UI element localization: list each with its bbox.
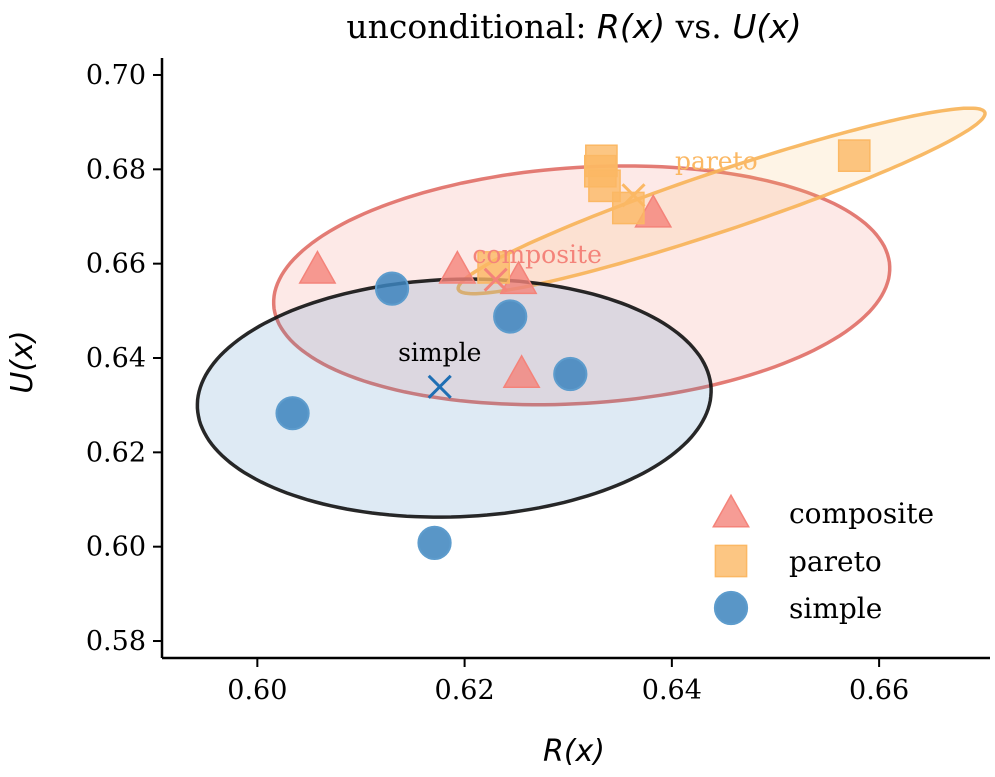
- point-simple: [553, 356, 588, 392]
- y-tick-label: 0.68: [86, 154, 146, 185]
- ellipse-simple: [195, 277, 713, 519]
- legend-label-composite: composite: [789, 497, 934, 530]
- points-layer: [275, 139, 871, 561]
- point-composite: [298, 250, 337, 284]
- point-simple: [275, 396, 310, 431]
- y-tick-label: 0.60: [86, 532, 146, 563]
- legend-label-pareto: pareto: [789, 545, 882, 578]
- ellipse-labels-layer: composite pareto simple: [398, 146, 758, 367]
- ellipse-label-simple: simple: [398, 338, 481, 367]
- axes: 0.60 0.62 0.64 0.66 0.58 0.60 0.62 0.64 0.66 0.68…: [86, 58, 990, 706]
- legend: composite pareto simple: [712, 493, 934, 626]
- y-tick-label: 0.64: [86, 343, 146, 374]
- legend-marker-pareto: [714, 544, 748, 578]
- point-pareto: [837, 139, 871, 172]
- point-simple: [374, 271, 410, 306]
- y-tick-label: 0.66: [86, 249, 146, 280]
- mean-marker-composite: [483, 267, 508, 292]
- ellipse-label-composite: composite: [472, 240, 601, 269]
- point-pareto: [611, 191, 645, 225]
- y-tick-label: 0.58: [86, 626, 146, 657]
- mean-marker-pareto: [621, 183, 646, 208]
- x-tick-label: 0.60: [227, 675, 287, 706]
- y-tick-label: 0.70: [86, 60, 146, 91]
- point-simple: [417, 525, 452, 561]
- legend-marker-simple: [713, 590, 749, 626]
- point-composite: [438, 250, 477, 284]
- legend-marker-composite: [712, 493, 750, 528]
- mean-marker-simple: [427, 374, 452, 399]
- means-layer: [427, 183, 646, 399]
- x-tick-label: 0.66: [849, 675, 909, 706]
- x-tick-label: 0.64: [642, 675, 702, 706]
- point-simple: [493, 299, 528, 334]
- x-tick-label: 0.62: [435, 675, 495, 706]
- x-axis-label: R(x): [543, 734, 605, 769]
- ellipse-label-pareto: pareto: [675, 146, 758, 175]
- legend-label-simple: simple: [789, 592, 882, 625]
- chart-title: unconditional: R(x) vs. U(x): [346, 7, 801, 46]
- y-tick-label: 0.62: [86, 437, 146, 468]
- point-composite: [502, 354, 541, 389]
- y-axis-label: U(x): [5, 330, 40, 393]
